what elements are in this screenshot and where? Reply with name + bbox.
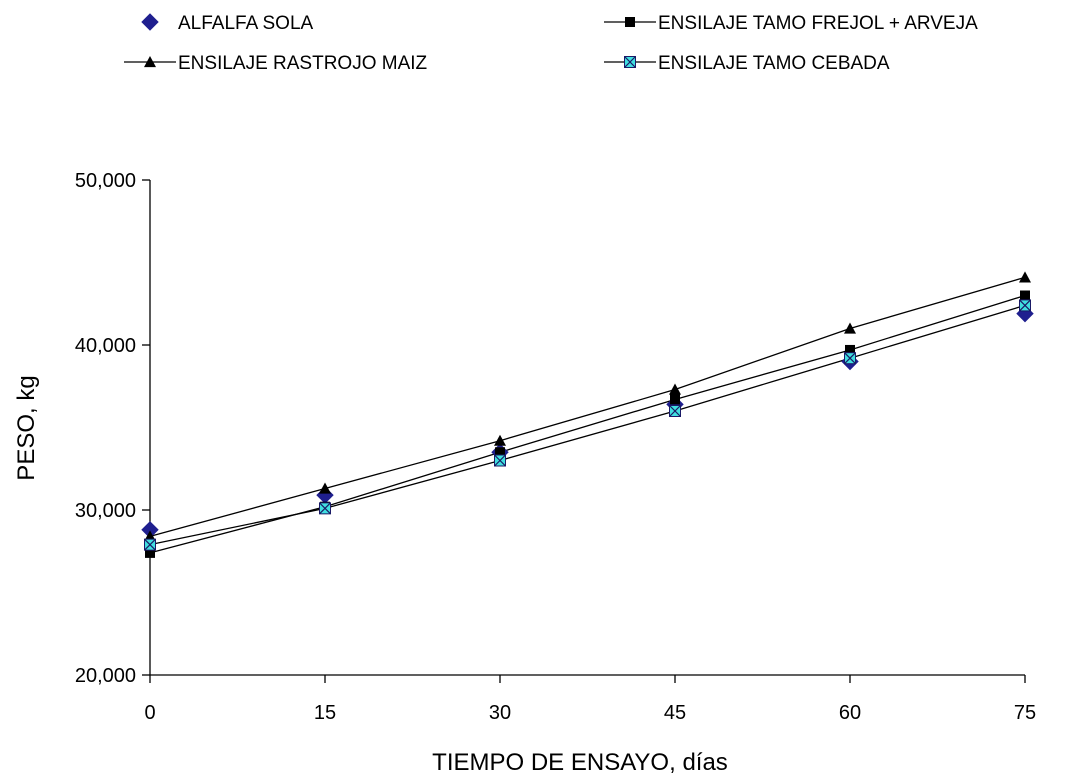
- series-line-ensilaje-rastrojo-maiz: [149, 276, 1026, 538]
- legend-marker: [624, 56, 636, 68]
- data-point-ensilaje-rastrojo-maiz: [1019, 271, 1031, 283]
- legend-item-ensilaje-rastrojo-maiz: ENSILAJE RASTROJO MAIZ: [124, 53, 428, 74]
- x-tick-label: 75: [1014, 702, 1036, 724]
- data-point-ensilaje-tamo-frejol-arveja: [845, 344, 855, 355]
- data-point-ensilaje-tamo-cebada: [144, 538, 156, 551]
- y-ticks: 20,000 30,000 40,000 50,000: [75, 170, 150, 687]
- legend-marker: [144, 56, 156, 68]
- data-point-ensilaje-rastrojo-maiz: [844, 322, 856, 334]
- y-tick-label: 40,000: [75, 335, 136, 357]
- legend-marker: [141, 13, 159, 31]
- data-point-ensilaje-tamo-cebada: [319, 502, 331, 515]
- legend-marker: [625, 17, 635, 27]
- x-tick-label: 0: [144, 702, 155, 724]
- y-tick-label: 20,000: [75, 665, 136, 687]
- series-line-ensilaje-tamo-frejol-arveja: [149, 294, 1026, 554]
- data-point-ensilaje-tamo-cebada: [494, 454, 506, 467]
- legend-item-ensilaje-tamo-cebada: ENSILAJE TAMO CEBADA: [604, 53, 890, 74]
- data-point-ensilaje-tamo-cebada: [1019, 299, 1031, 312]
- y-tick-label: 30,000: [75, 500, 136, 522]
- legend: ALFALFA SOLA ENSILAJE TAMO FREJOL + ARVEJ…: [124, 13, 978, 74]
- legend-label: ENSILAJE TAMO CEBADA: [658, 53, 890, 74]
- legend-item-ensilaje-tamo-frejol-arveja: ENSILAJE TAMO FREJOL + ARVEJA: [604, 13, 978, 34]
- y-axis-title: PESO, kg: [13, 375, 40, 480]
- x-tick-label: 15: [314, 702, 336, 724]
- axes: [149, 180, 1025, 676]
- series-markers: [141, 271, 1034, 558]
- data-point-ensilaje-rastrojo-maiz: [669, 383, 681, 395]
- data-point-ensilaje-tamo-frejol-arveja: [145, 547, 155, 558]
- x-tick-label: 30: [489, 702, 511, 724]
- x-tick-label: 45: [664, 702, 686, 724]
- data-point-ensilaje-rastrojo-maiz: [319, 482, 331, 494]
- x-axis-title: TIEMPO DE ENSAYO, días: [432, 749, 728, 776]
- legend-label: ALFALFA SOLA: [178, 13, 314, 34]
- legend-label: ENSILAJE TAMO FREJOL + ARVEJA: [658, 13, 978, 34]
- data-point-ensilaje-tamo-frejol-arveja: [495, 447, 505, 458]
- data-point-ensilaje-tamo-cebada: [844, 352, 856, 365]
- data-point-ensilaje-tamo-frejol-arveja: [1020, 290, 1030, 301]
- data-point-ensilaje-tamo-cebada: [669, 405, 681, 417]
- series-line-ensilaje-tamo-cebada: [149, 304, 1026, 546]
- x-ticks: 0 15 30 45 60 75: [144, 675, 1036, 724]
- series-lines: [149, 276, 1026, 554]
- data-point-ensilaje-rastrojo-maiz: [494, 434, 506, 446]
- data-point-ensilaje-tamo-frejol-arveja: [670, 394, 680, 405]
- x-tick-label: 60: [839, 702, 861, 724]
- legend-label: ENSILAJE RASTROJO MAIZ: [178, 53, 428, 74]
- legend-item-alfalfa-sola: ALFALFA SOLA: [141, 13, 314, 34]
- y-tick-label: 50,000: [75, 170, 136, 192]
